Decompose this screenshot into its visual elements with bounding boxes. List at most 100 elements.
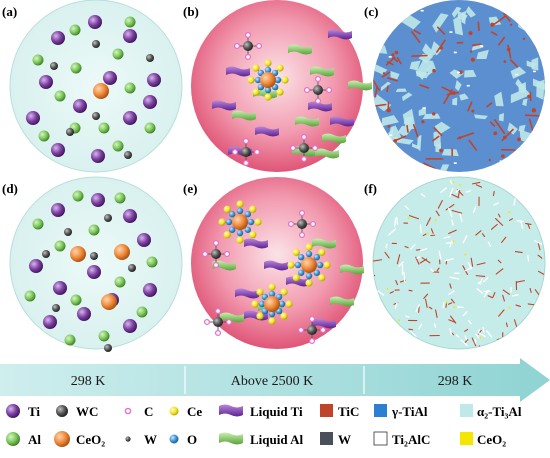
tic-whisker bbox=[451, 209, 463, 214]
tic-whisker bbox=[490, 31, 498, 36]
tic-whisker bbox=[544, 285, 545, 293]
legend-al-label: Al bbox=[28, 432, 41, 447]
legend-gamma-tial-label: γ-TiAl bbox=[391, 404, 428, 419]
ti-particle bbox=[88, 15, 102, 29]
ti-particle bbox=[73, 99, 87, 113]
tic-whisker bbox=[527, 223, 531, 229]
ceo2-particle bbox=[426, 232, 429, 235]
tic-whisker bbox=[441, 86, 455, 94]
ceo2-particle bbox=[508, 211, 511, 214]
al-particle bbox=[124, 82, 136, 94]
legend-liquid-al-label: Liquid Al bbox=[250, 432, 304, 447]
ceo2-particle bbox=[479, 336, 482, 339]
tic-whisker bbox=[476, 262, 486, 266]
tic-whisker bbox=[501, 236, 507, 243]
liquid-al-ribbon bbox=[310, 66, 334, 77]
ti2alc-whisker bbox=[449, 327, 453, 336]
o-atom bbox=[313, 269, 320, 276]
o-atom bbox=[229, 211, 236, 218]
tic-particle bbox=[471, 109, 475, 113]
tic-particle bbox=[439, 148, 443, 153]
o-atom bbox=[305, 250, 313, 258]
ce-atom bbox=[247, 76, 255, 84]
c-atom bbox=[300, 155, 308, 163]
ti2alc-whisker bbox=[438, 250, 442, 260]
tic-whisker bbox=[384, 326, 392, 334]
tic-whisker bbox=[494, 119, 506, 135]
tic-whisker bbox=[411, 54, 428, 58]
c-atom bbox=[289, 144, 297, 152]
alpha2-grain bbox=[415, 59, 434, 81]
tic-whisker bbox=[481, 233, 486, 238]
ti2alc-whisker bbox=[466, 190, 471, 193]
legend-alpha2-ti3al-label: α₂-Ti₃Al bbox=[477, 404, 522, 419]
ce-atom bbox=[251, 300, 259, 308]
ti2alc-whisker bbox=[520, 221, 524, 230]
tic-whisker bbox=[538, 302, 544, 305]
ceo2-core bbox=[301, 257, 317, 273]
ti-particle bbox=[143, 95, 157, 109]
tic-particle bbox=[531, 108, 537, 113]
legend-ceo2-phase-label: CeO₂ bbox=[477, 432, 506, 447]
alpha2-grain bbox=[461, 10, 467, 25]
panel-label-f: (f) bbox=[364, 181, 377, 196]
alpha2-grain bbox=[432, 13, 449, 33]
c-atom bbox=[308, 315, 316, 323]
ti2alc-whisker bbox=[493, 202, 499, 206]
c-atom bbox=[212, 261, 220, 269]
c-atom bbox=[253, 148, 261, 156]
alpha2-grain bbox=[380, 81, 391, 92]
ceo2-particle bbox=[452, 181, 455, 184]
tic-particle bbox=[522, 37, 526, 41]
tic-whisker bbox=[498, 36, 506, 46]
ti-particle bbox=[29, 259, 43, 273]
ti2alc-whisker bbox=[374, 316, 378, 325]
panel-label-d: (d) bbox=[2, 181, 18, 196]
tic-whisker bbox=[537, 297, 544, 308]
legend-alpha2-ti3al-swatch bbox=[460, 404, 473, 417]
ceo2-particle bbox=[114, 244, 130, 260]
alpha2-grain bbox=[381, 115, 399, 127]
tic-whisker bbox=[492, 190, 495, 197]
liquid-ti-ribbon bbox=[286, 276, 310, 287]
al-particle bbox=[112, 48, 124, 60]
ceo2-particle bbox=[93, 83, 109, 99]
tic-whisker bbox=[448, 319, 456, 323]
ceo2-particle bbox=[391, 177, 394, 180]
ti2alc-whisker bbox=[420, 193, 426, 198]
liquid-al-ribbon bbox=[288, 44, 312, 55]
wc-core bbox=[313, 85, 323, 95]
al-particle bbox=[70, 62, 82, 74]
tic-particle bbox=[468, 31, 473, 36]
ce-atom bbox=[254, 218, 262, 226]
tic-whisker bbox=[532, 340, 536, 346]
tic-whisker bbox=[471, 337, 477, 347]
c-atom bbox=[319, 326, 327, 334]
ti-particle bbox=[123, 111, 137, 125]
tic-whisker bbox=[529, 287, 532, 293]
ti2alc-particle bbox=[449, 31, 453, 33]
legend-wc-label: WC bbox=[76, 404, 98, 419]
tic-whisker bbox=[425, 298, 428, 308]
timeline-label-3: 298 K bbox=[438, 374, 473, 389]
tic-whisker bbox=[423, 293, 429, 299]
tic-whisker bbox=[475, 230, 482, 236]
o-atom bbox=[244, 211, 251, 218]
ce-atom bbox=[281, 76, 289, 84]
liquid-ti-ribbon bbox=[235, 288, 259, 299]
alpha2-grain bbox=[390, 70, 400, 80]
alpha2-grain bbox=[526, 60, 537, 69]
tic-whisker bbox=[385, 56, 396, 66]
tic-particle bbox=[391, 53, 395, 57]
ti2alc-particle bbox=[499, 160, 503, 162]
ti2alc-particle bbox=[541, 32, 545, 34]
wc-core bbox=[299, 143, 309, 153]
liquid-al-ribbon bbox=[315, 148, 339, 159]
ti-particle bbox=[43, 315, 57, 329]
tic-whisker bbox=[497, 259, 502, 264]
wc-particle bbox=[104, 214, 112, 222]
ti2alc-whisker bbox=[393, 217, 397, 228]
tic-whisker bbox=[492, 292, 496, 299]
tic-whisker bbox=[422, 233, 427, 237]
wc-particle bbox=[52, 304, 60, 312]
